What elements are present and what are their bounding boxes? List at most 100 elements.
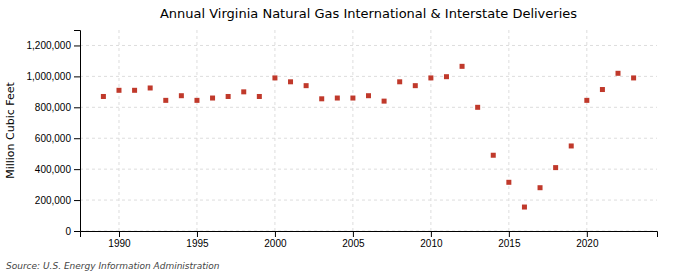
point	[241, 89, 246, 94]
y-tick: 800,000	[35, 102, 80, 113]
x-tick: 2010	[420, 231, 443, 249]
points	[101, 64, 636, 210]
plot-area: 1990 1995 2000 2005 2010 2015 2020 0 200,000 400,…	[27, 30, 658, 249]
x-tick: 1995	[186, 231, 209, 249]
y-tick: 200,000	[35, 195, 80, 206]
point	[584, 98, 589, 103]
x-tick: 2020	[576, 231, 599, 249]
point	[491, 153, 496, 158]
x-tick-mark	[119, 231, 120, 237]
y-grid-line	[80, 200, 657, 201]
annotation: Source: U.S. Energy Information Administ…	[6, 261, 220, 271]
x-tick-mark	[431, 231, 432, 237]
y-tick-label: 600,000	[35, 133, 72, 144]
x-tick-label: 2015	[498, 238, 521, 249]
point	[179, 93, 184, 98]
point	[397, 79, 402, 84]
x-grid-line	[274, 30, 275, 231]
x-tick-mark	[197, 231, 198, 237]
x-tick-label: 2020	[576, 238, 599, 249]
x-axis: 1990 1995 2000 2005 2010 2015 2020	[81, 231, 658, 249]
point	[506, 180, 511, 185]
point	[413, 83, 418, 88]
point	[460, 64, 465, 69]
point	[382, 99, 387, 104]
chart: 1990 1995 2000 2005 2010 2015 2020 0 200,000 400,…	[0, 0, 675, 275]
x-tick: 2015	[498, 231, 521, 249]
title: Annual Virginia Natural Gas Internationa…	[160, 6, 577, 21]
point	[210, 96, 215, 101]
point	[132, 88, 137, 93]
y-tick-label: 1,200,000	[27, 40, 72, 51]
x-grid-line	[430, 30, 431, 231]
point	[522, 205, 527, 210]
y-grid-line	[80, 138, 657, 139]
chart-container: 1990 1995 2000 2005 2010 2015 2020 0 200,000 400,…	[0, 0, 675, 275]
point	[538, 185, 543, 190]
y-tick-label: 0	[65, 226, 71, 237]
y-tick-label: 1,000,000	[27, 71, 72, 82]
y-tick-label: 800,000	[35, 102, 72, 113]
x-tick-mark	[509, 231, 510, 237]
point	[148, 85, 153, 90]
y-tick-mark	[74, 169, 80, 170]
point	[366, 93, 371, 98]
point	[163, 98, 168, 103]
y-axis-title: Million Cubic Feet	[4, 81, 17, 178]
point	[335, 96, 340, 101]
point	[475, 105, 480, 110]
point	[631, 75, 636, 80]
x-axis-line	[81, 232, 658, 238]
point	[444, 74, 449, 79]
y-tick-mark	[74, 231, 80, 232]
x-tick-label: 2000	[264, 238, 287, 249]
y-grid-line	[80, 169, 657, 170]
point	[553, 165, 558, 170]
y-tick: 400,000	[35, 164, 80, 175]
y-tick-label: 200,000	[35, 195, 72, 206]
point	[616, 71, 621, 76]
point	[600, 87, 605, 92]
point	[116, 88, 121, 93]
point	[350, 96, 355, 101]
point	[226, 94, 231, 99]
x-tick-label: 2005	[342, 238, 365, 249]
y-tick-mark	[74, 138, 80, 139]
y-tick-mark	[74, 76, 80, 77]
y-tick-mark	[74, 200, 80, 201]
point	[194, 98, 199, 103]
point	[288, 79, 293, 84]
y-grid-line	[80, 45, 657, 46]
point	[569, 143, 574, 148]
y-tick-label: 400,000	[35, 164, 72, 175]
point	[428, 75, 433, 80]
x-tick-label: 1995	[186, 238, 209, 249]
y-tick: 1,000,000	[27, 71, 81, 82]
y-grid-line	[80, 107, 657, 108]
x-tick: 1990	[108, 231, 131, 249]
point	[257, 94, 262, 99]
x-tick-label: 2010	[420, 238, 443, 249]
x-grid-line	[118, 30, 119, 231]
y-grid-line	[80, 76, 657, 77]
y-tick-mark	[74, 107, 80, 108]
x-tick-mark	[275, 231, 276, 237]
point	[272, 75, 277, 80]
y-tick: 0	[65, 226, 80, 237]
y-axis: 0 200,000 400,000 600,000 800,000 1,000,000 1,…	[27, 31, 81, 237]
x-grid-line	[196, 30, 197, 231]
grid	[80, 30, 657, 231]
x-grid-line	[352, 30, 353, 231]
point	[101, 94, 106, 99]
x-tick: 2000	[264, 231, 287, 249]
y-tick-mark	[74, 45, 80, 46]
x-tick-mark	[353, 231, 354, 237]
point	[319, 96, 324, 101]
x-tick: 2005	[342, 231, 365, 249]
point	[304, 83, 309, 88]
x-grid-line	[586, 30, 587, 231]
x-grid-line	[508, 30, 509, 231]
y-axis-line	[74, 31, 81, 232]
x-tick-label: 1990	[108, 238, 131, 249]
x-tick-mark	[587, 231, 588, 237]
